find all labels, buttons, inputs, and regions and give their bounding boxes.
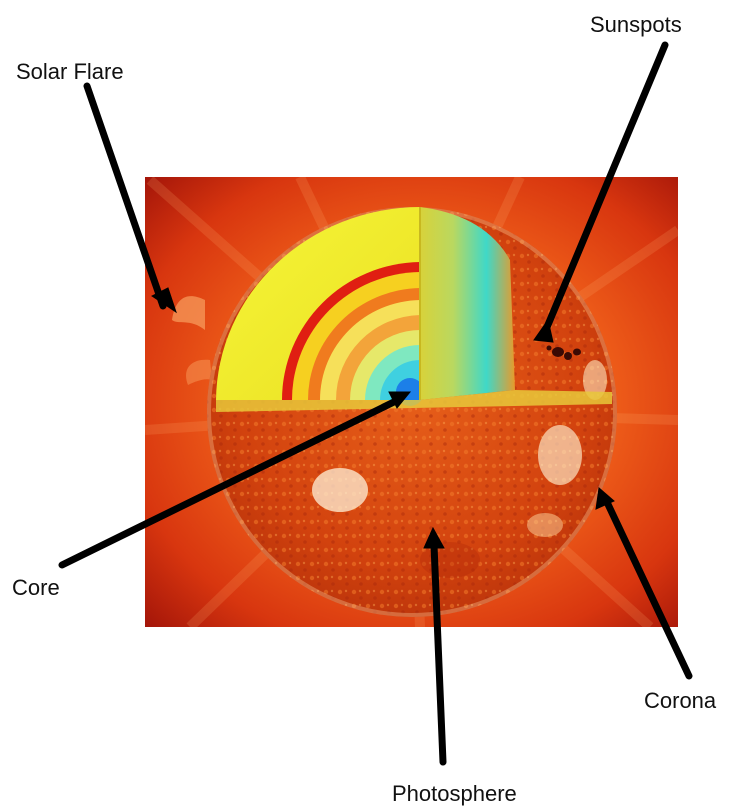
- sunspots: [546, 345, 581, 360]
- arrow-core: [58, 391, 412, 569]
- cutaway-interior: [216, 207, 612, 412]
- arrow-corona: [595, 487, 693, 680]
- label-photosphere: Photosphere: [392, 781, 517, 806]
- arrows: [58, 41, 693, 766]
- label-corona: Corona: [644, 688, 717, 713]
- label-core: Core: [12, 575, 60, 600]
- label-solar-flare: Solar Flare: [16, 59, 124, 84]
- arrow-photosphere: [423, 526, 447, 766]
- solar-flare-wisp: [172, 296, 212, 385]
- arrow-solar-flare: [83, 82, 177, 314]
- label-sunspots: Sunspots: [590, 12, 682, 37]
- arrow-sunspots: [533, 41, 669, 343]
